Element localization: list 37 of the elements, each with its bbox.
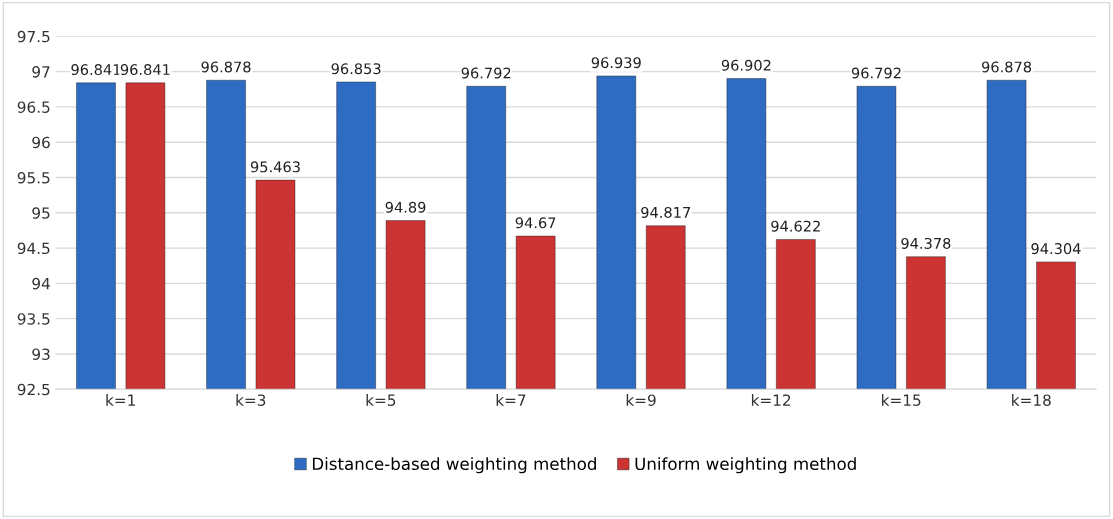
data-label: 96.878: [201, 61, 251, 73]
x-tick-label: k=5: [366, 394, 396, 406]
data-label: 96.792: [461, 67, 511, 79]
y-tick-label: 93.5: [17, 313, 50, 325]
data-label: 94.817: [641, 206, 690, 218]
data-label: 94.622: [771, 220, 820, 232]
x-tick-label: k=15: [882, 394, 921, 406]
y-tick-label: 97.5: [17, 30, 50, 43]
data-label: 96.841: [120, 64, 170, 76]
y-tick-label: 94: [32, 277, 50, 290]
data-label: 96.902: [721, 59, 771, 71]
legend-label: Distance-based weighting method: [312, 457, 596, 474]
x-tick-label: k=7: [496, 394, 526, 406]
x-tick-label: k=1: [106, 394, 135, 406]
x-tick-label: k=18: [1012, 394, 1051, 406]
y-tick-label: 93: [32, 348, 50, 360]
data-label: 94.89: [385, 201, 426, 213]
x-tick-label: k=9: [626, 394, 656, 406]
y-tick-label: 92.5: [17, 383, 50, 396]
y-tick-label: 95.5: [17, 171, 50, 184]
data-label: 94.378: [901, 237, 951, 249]
data-label: 96.853: [331, 63, 381, 75]
data-label: 96.939: [591, 57, 641, 69]
y-tick-label: 96.5: [17, 101, 50, 113]
data-label: 96.792: [851, 67, 901, 79]
data-label: 96.841: [71, 64, 121, 76]
y-tick-label: 94.5: [17, 242, 50, 255]
data-label: 96.878: [981, 61, 1032, 73]
data-label: 94.67: [515, 217, 556, 229]
x-tick-label: k=12: [751, 394, 791, 406]
y-tick-label: 97: [32, 66, 50, 78]
data-label: 95.463: [250, 161, 300, 173]
data-label: 94.304: [1031, 243, 1081, 255]
y-tick-label: 96: [32, 136, 50, 149]
legend-label: Uniform weighting method: [635, 457, 856, 474]
x-tick-label: k=3: [236, 394, 266, 406]
y-tick-label: 95: [32, 207, 50, 219]
